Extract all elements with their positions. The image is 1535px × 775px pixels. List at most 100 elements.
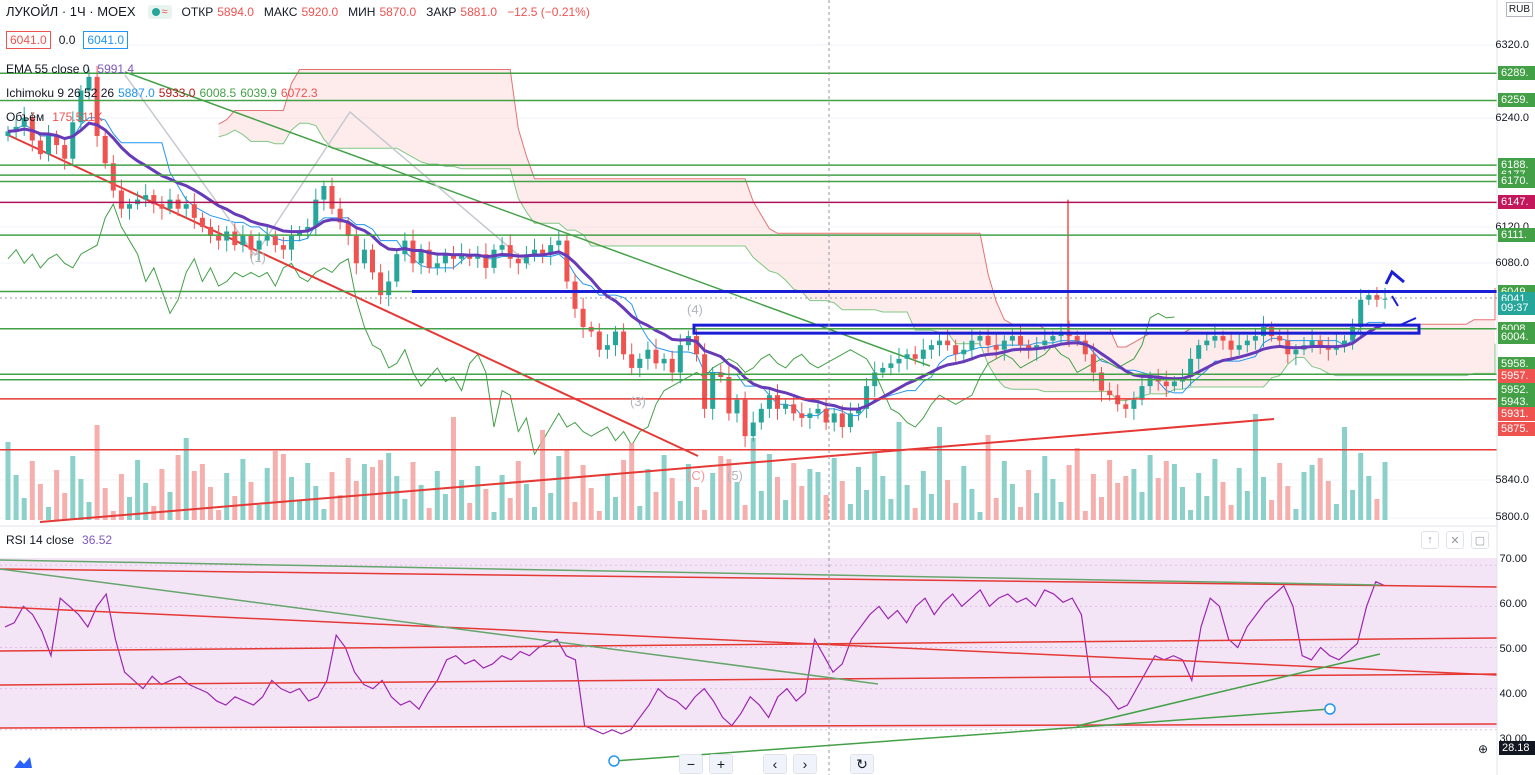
volume-bar xyxy=(118,474,124,520)
volume-bar xyxy=(216,510,222,520)
reset-chart-button[interactable]: ↻ xyxy=(850,754,874,774)
volume-bar xyxy=(240,459,246,520)
price-tag: 6004. xyxy=(1498,329,1535,344)
volume-legend[interactable]: Объём 175.511K xyxy=(6,110,103,124)
candle-body xyxy=(726,377,732,414)
volume-bar xyxy=(896,422,902,520)
rsi-trend-line xyxy=(1076,653,1381,727)
volume-bar xyxy=(613,497,618,520)
volume-bar xyxy=(256,505,262,520)
candle-body xyxy=(167,199,173,209)
candle-body xyxy=(977,336,983,341)
zoom-out-button[interactable]: − xyxy=(679,754,703,774)
volume-bar xyxy=(345,458,351,520)
volume-bar xyxy=(1293,509,1299,520)
volume-bar xyxy=(167,492,173,520)
candle-body xyxy=(1050,336,1056,341)
candle-body xyxy=(94,76,100,136)
rsi-legend[interactable]: RSI 14 close 36.52 xyxy=(6,533,112,547)
ichimoku-legend[interactable]: Ichimoku 9 26 52 26 5887.0 5933.0 6008.5… xyxy=(6,86,318,100)
scroll-toolbar: ‹ › xyxy=(763,754,817,774)
candle-body xyxy=(710,372,716,409)
scroll-left-button[interactable]: ‹ xyxy=(763,754,787,774)
symbol-title[interactable]: ЛУКОЙЛ · 1Ч · MOEX xyxy=(6,4,136,19)
candle-body xyxy=(248,236,254,250)
volume-bar xyxy=(1220,482,1226,520)
low-value: 5870.0 xyxy=(379,4,417,19)
candle-body xyxy=(1236,345,1242,350)
volume-bar xyxy=(815,472,821,520)
volume-bar xyxy=(783,500,789,520)
candle-body xyxy=(604,345,610,350)
rsi-trend-line xyxy=(0,568,879,685)
candle-body xyxy=(297,231,303,237)
candle-body xyxy=(864,386,870,409)
tradingview-logo-icon[interactable] xyxy=(12,754,34,772)
candle-body xyxy=(791,404,797,414)
candle-body xyxy=(159,204,165,209)
buy-button[interactable]: 6041.0 xyxy=(83,31,129,49)
pane-maximize-icon[interactable]: ▢ xyxy=(1471,531,1489,549)
candle-body xyxy=(1317,340,1323,346)
sell-button[interactable]: 6041.0 xyxy=(6,31,51,49)
candle-body xyxy=(321,185,327,200)
volume-bar xyxy=(1123,476,1129,520)
candle-body xyxy=(62,145,68,159)
volume-bar xyxy=(1058,502,1064,520)
volume-bar xyxy=(702,510,708,520)
candle-body xyxy=(21,117,27,127)
candle-body xyxy=(783,404,789,409)
volume-bar xyxy=(888,499,894,520)
ema-line xyxy=(7,121,1386,411)
volume-bar xyxy=(1188,510,1194,520)
candle-body xyxy=(353,236,359,264)
arrow-down-icon xyxy=(1391,295,1399,307)
candle-body xyxy=(523,254,529,264)
candle-body xyxy=(904,354,910,359)
volume-bar xyxy=(329,472,335,520)
volume-bar xyxy=(70,456,76,520)
candle-body xyxy=(232,231,238,246)
rsi-trend-line xyxy=(613,708,1331,762)
candle-body xyxy=(240,236,246,246)
volume-bar xyxy=(726,459,732,520)
volume-bar xyxy=(29,461,35,520)
volume-bar xyxy=(78,479,84,520)
volume-bar xyxy=(1001,461,1007,520)
volume-bar xyxy=(1236,468,1242,520)
volume-bar xyxy=(1212,459,1218,520)
volume-bar xyxy=(920,471,926,520)
price-tag: 6147. xyxy=(1498,195,1535,210)
scroll-right-button[interactable]: › xyxy=(793,754,817,774)
volume-bar xyxy=(1350,490,1356,520)
ichimoku-leading-b-value: 6072.3 xyxy=(280,86,318,100)
volume-bar xyxy=(993,498,999,520)
volume-bar xyxy=(985,435,991,520)
candle-body xyxy=(361,249,367,264)
candle-body xyxy=(912,354,918,359)
volume-bar xyxy=(426,508,432,520)
ema-legend[interactable]: EMA 55 close 0 5991.4 xyxy=(6,62,134,76)
add-plus-icon[interactable]: ⊕ xyxy=(1478,742,1489,756)
pane-close-icon[interactable]: ✕ xyxy=(1446,531,1464,549)
volume-bar xyxy=(961,466,967,520)
candle-body xyxy=(621,331,627,355)
candle-body xyxy=(434,263,440,268)
currency-button[interactable]: RUB xyxy=(1505,2,1533,17)
volume-bar xyxy=(912,508,918,520)
candle-body xyxy=(1090,354,1096,373)
market-status[interactable]: ≈ xyxy=(147,4,172,19)
candle-body xyxy=(953,345,959,355)
candle-body xyxy=(677,345,683,373)
price-tag: 5957. xyxy=(1498,369,1535,384)
candle-body xyxy=(532,249,537,255)
volume-bar xyxy=(718,456,724,520)
wave-label: (C) xyxy=(687,468,706,483)
zoom-in-button[interactable]: + xyxy=(709,754,733,774)
price-tag: 6289. xyxy=(1498,66,1535,81)
volume-bar xyxy=(1342,427,1347,520)
pane-move-up-icon[interactable]: ↑ xyxy=(1421,531,1439,549)
volume-bar xyxy=(1228,505,1234,520)
volume-bar xyxy=(953,503,959,520)
